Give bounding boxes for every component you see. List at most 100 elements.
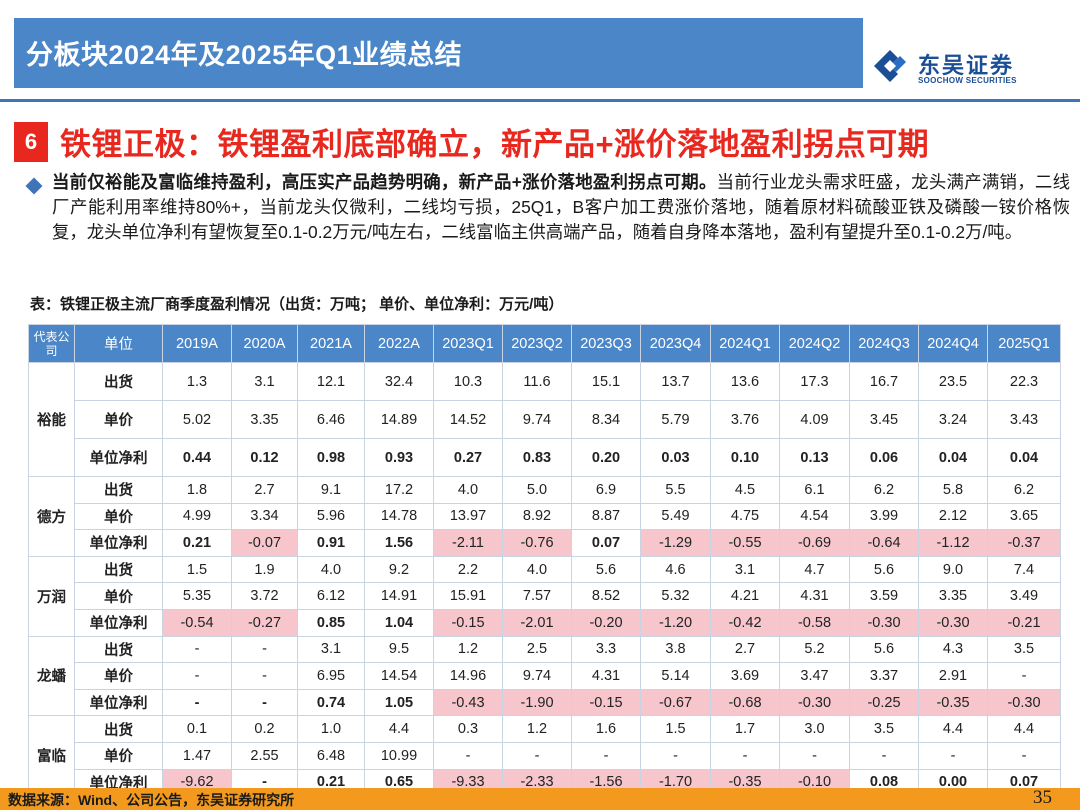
table-cell: 14.78 — [364, 502, 434, 531]
table-row: 单价 - -6.95 14.54 14.96 9.74 4.31 5.14 3.69 3.47 3.… — [29, 662, 1061, 690]
table-cell: 13.7 — [640, 362, 711, 401]
table-row: 单位净利 0.21 -0.07 0.91 1.56 -2.11 -0.76 0.07 -1.29… — [29, 529, 1061, 557]
table-cell: 0.1 — [162, 715, 232, 743]
table-cell: 3.49 — [987, 582, 1061, 610]
table-cell: 15.91 — [433, 582, 503, 610]
table-cell: 0.93 — [364, 438, 434, 477]
table-row: 单位净利 0.44 0.12 0.98 0.93 0.27 0.83 0.20 0.03 0.10… — [29, 438, 1061, 477]
table-cell: 6.46 — [297, 400, 365, 439]
table-cell: 9.5 — [364, 635, 434, 664]
header-period: 2021A — [297, 324, 365, 363]
table-cell: - — [231, 662, 298, 690]
table-cell: 16.7 — [849, 362, 919, 401]
company-name: 龙蟠 — [28, 635, 75, 717]
table-cell: 0.83 — [502, 438, 572, 477]
table-cell: 0.2 — [231, 715, 298, 743]
header-period: 2024Q1 — [710, 324, 780, 363]
table-cell: 0.12 — [231, 438, 298, 477]
metric-label: 单价 — [74, 662, 163, 690]
company-logo: 东吴证券 SOOCHOW SECURITIES — [870, 46, 1070, 90]
table-cell: 22.3 — [987, 362, 1061, 401]
table-cell: -0.27 — [231, 608, 298, 637]
table-cell: 6.48 — [297, 741, 365, 770]
table-row: 单价 4.99 3.34 5.96 14.78 13.97 8.92 8.87 5.49 4.75… — [29, 502, 1061, 531]
table-cell: -0.20 — [571, 608, 641, 637]
metric-label: 单位净利 — [74, 529, 163, 557]
section-number-badge: 6 — [14, 122, 48, 162]
table-cell: 12.1 — [297, 362, 365, 401]
table-cell: 3.37 — [849, 662, 919, 690]
table-cell: 6.1 — [779, 476, 850, 504]
table-cell: 8.52 — [571, 582, 641, 610]
table-cell: -1.90 — [502, 688, 572, 717]
table-cell: 4.6 — [640, 555, 711, 584]
table-cell: -1.12 — [918, 529, 988, 557]
table-cell: - — [162, 688, 232, 717]
table-cell: 0.21 — [162, 529, 232, 557]
summary-lead: 当前仅裕能及富临维持盈利，高压实产品趋势明确，新产品+涨价落地盈利拐点可期。 — [52, 172, 717, 192]
table-cell: 4.31 — [571, 662, 641, 690]
table-cell: 5.14 — [640, 662, 711, 690]
table-cell: 4.21 — [710, 582, 780, 610]
table-cell: -0.58 — [779, 608, 850, 637]
footer-bar — [0, 788, 1080, 810]
table-cell: 1.56 — [364, 529, 434, 557]
table-cell: 3.5 — [987, 635, 1061, 664]
table-cell: 5.02 — [162, 400, 232, 439]
table-cell: 13.6 — [710, 362, 780, 401]
page-title: 分板块2024年及2025年Q1业绩总结 — [26, 40, 463, 70]
table-cell: 4.31 — [779, 582, 850, 610]
header-period: 2023Q3 — [571, 324, 641, 363]
table-cell: 3.24 — [918, 400, 988, 439]
summary-text: 当前行业龙头需求旺盛，龙头满产满销，二线厂产能利用率维持80%+，当前龙头仅微利… — [52, 172, 1070, 242]
table-cell: 5.6 — [571, 555, 641, 584]
table-cell: 8.92 — [502, 502, 572, 531]
table-cell: -0.54 — [162, 608, 232, 637]
table-cell: 4.3 — [918, 635, 988, 664]
table-cell: 13.97 — [433, 502, 503, 531]
table-cell: 11.6 — [502, 362, 572, 401]
table-cell: 4.4 — [987, 715, 1061, 743]
table-cell: 9.1 — [297, 476, 365, 504]
metric-label: 单位净利 — [74, 688, 163, 717]
table-cell: 2.7 — [710, 635, 780, 664]
table-cell: 8.34 — [571, 400, 641, 439]
header-bar — [14, 18, 863, 88]
table-cell: -2.11 — [433, 529, 503, 557]
table-cell: -0.30 — [987, 688, 1061, 717]
table-cell: - — [918, 741, 988, 770]
table-cell: 3.3 — [571, 635, 641, 664]
company-name: 德方 — [28, 476, 75, 557]
table-cell: 9.74 — [502, 662, 572, 690]
table-cell: 5.5 — [640, 476, 711, 504]
table-row: 单位净利 - -0.74 1.05 -0.43 -1.90 -0.15 -0.67 -0.68-… — [29, 688, 1061, 717]
table-cell: 0.07 — [571, 529, 641, 557]
table-cell: -0.69 — [779, 529, 850, 557]
table-cell: -0.30 — [849, 608, 919, 637]
table-cell: 5.0 — [502, 476, 572, 504]
table-cell: 4.54 — [779, 502, 850, 531]
table-cell: 0.13 — [779, 438, 850, 477]
table-cell: 3.1 — [710, 555, 780, 584]
metric-label: 出货 — [74, 476, 163, 504]
table-cell: 6.95 — [297, 662, 365, 690]
header-unit: 单位 — [74, 324, 163, 363]
table-cell: 0.27 — [433, 438, 503, 477]
table-cell: - — [162, 635, 232, 664]
table-cell: - — [849, 741, 919, 770]
table-cell: -0.21 — [987, 608, 1061, 637]
table-cell: - — [987, 662, 1061, 690]
table-cell: -0.25 — [849, 688, 919, 717]
table-cell: 9.2 — [364, 555, 434, 584]
data-source-note: 数据来源：Wind、公司公告，东吴证券研究所 — [8, 792, 295, 808]
logo-chinese-name: 东吴证券 — [918, 53, 1015, 78]
table-cell: 6.2 — [849, 476, 919, 504]
header-period: 2024Q2 — [779, 324, 850, 363]
table-cell: 5.2 — [779, 635, 850, 664]
table-cell: -0.35 — [918, 688, 988, 717]
table-cell: 3.1 — [231, 362, 298, 401]
table-cell: 0.20 — [571, 438, 641, 477]
table-cell: 1.6 — [571, 715, 641, 743]
table-cell: -0.76 — [502, 529, 572, 557]
table-cell: 5.8 — [918, 476, 988, 504]
